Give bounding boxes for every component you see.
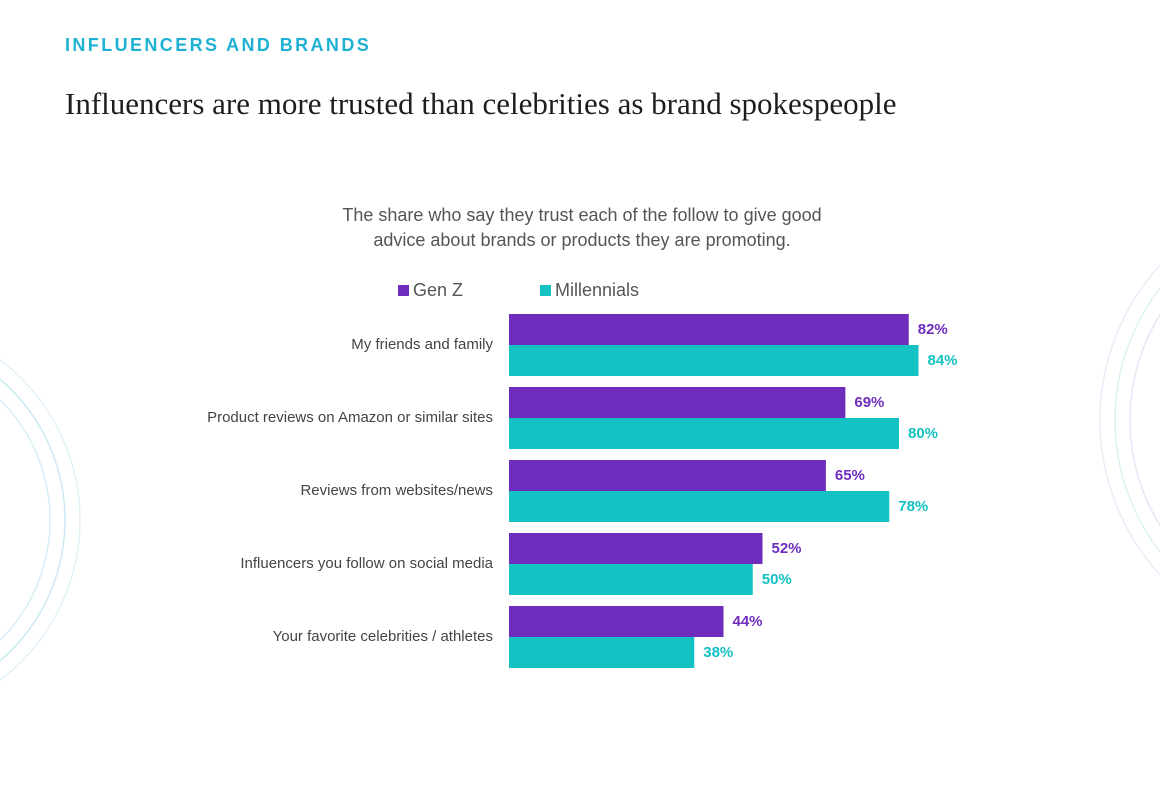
bar [509, 314, 909, 345]
decoration [0, 264, 1160, 681]
category-label: Product reviews on Amazon or similar sit… [207, 409, 493, 426]
bar [509, 387, 846, 418]
bar [509, 345, 919, 376]
category-label: Your favorite celebrities / athletes [273, 628, 493, 645]
bar [509, 533, 763, 564]
value-label: 69% [854, 394, 884, 411]
value-label: 84% [928, 352, 958, 369]
value-label: 80% [908, 425, 938, 442]
bar [509, 491, 890, 522]
category-label: Influencers you follow on social media [240, 555, 493, 572]
page-title: Influencers are more trusted than celebr… [65, 86, 897, 121]
bar [509, 418, 899, 449]
value-label: 82% [918, 321, 948, 338]
bar [509, 460, 826, 491]
legend-label: Millennials [555, 280, 639, 300]
value-label: 78% [898, 498, 928, 515]
value-label: 50% [762, 571, 792, 588]
bar [509, 564, 753, 595]
section-label: INFLUENCERS AND BRANDS [65, 35, 371, 55]
category-label: My friends and family [351, 336, 493, 353]
legend-swatch [398, 285, 409, 296]
value-label: 65% [835, 467, 865, 484]
legend-swatch [540, 285, 551, 296]
legend-label: Gen Z [413, 280, 463, 300]
category-label: Reviews from websites/news [300, 482, 493, 499]
chart-title: advice about brands or products they are… [373, 230, 790, 250]
bar [509, 637, 695, 668]
value-label: 52% [772, 540, 802, 557]
value-label: 38% [703, 644, 733, 661]
bar [509, 606, 724, 637]
value-label: 44% [733, 613, 763, 630]
chart-title: The share who say they trust each of the… [342, 205, 821, 225]
